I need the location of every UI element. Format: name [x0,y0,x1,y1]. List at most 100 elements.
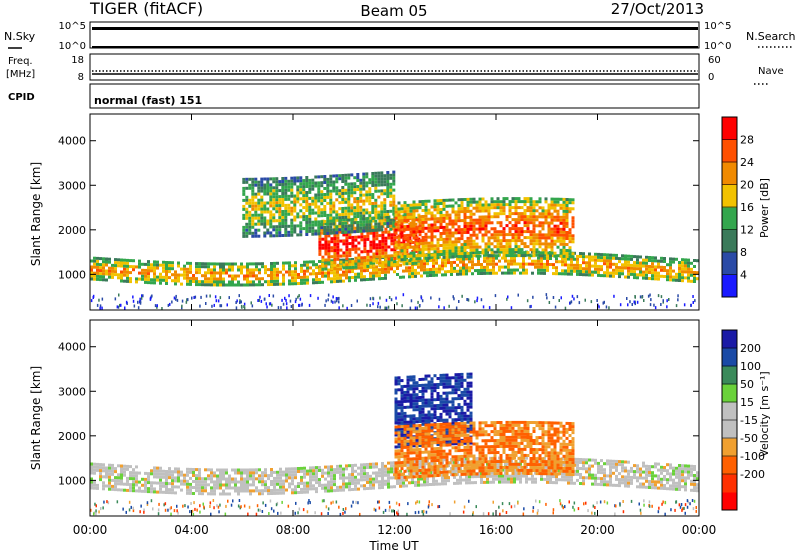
heatmap-cell [475,227,479,231]
heatmap-cell [526,236,530,240]
heatmap-cell [457,249,461,253]
heatmap-cell [618,460,621,464]
heatmap-cell [571,216,575,220]
heatmap-cell [309,472,312,476]
heatmap-cell [546,477,549,481]
noise-cell [268,302,271,306]
heatmap-cell [672,275,675,279]
heatmap-cell [423,262,426,266]
heatmap-cell [323,178,327,181]
heatmap-cell [350,212,354,216]
heatmap-cell [278,201,282,205]
heatmap-cell [126,464,129,468]
heatmap-cell [320,181,324,185]
heatmap-cell [466,200,470,204]
heatmap-cell [520,254,524,258]
heatmap-cell [294,491,297,495]
heatmap-cell [675,466,678,470]
heatmap-cell [315,481,318,485]
heatmap-cell [333,267,337,270]
heatmap-cell [392,209,396,213]
heatmap-cell [660,471,663,475]
heatmap-cell [444,482,447,486]
heatmap-cell [293,197,297,201]
heatmap-cell [684,488,687,492]
heatmap-cell [153,269,156,273]
heatmap-cell [287,179,291,183]
heatmap-cell [165,279,168,282]
heatmap-cell [448,228,452,232]
heatmap-cell [156,472,159,476]
heatmap-cell [273,470,276,474]
heatmap-cell [189,491,192,495]
heatmap-cell [639,473,642,477]
heatmap-cell [306,269,309,273]
heatmap-cell [651,477,654,481]
heatmap-cell [114,258,117,262]
heatmap-cell [526,218,530,222]
heatmap-cell [669,475,672,479]
heatmap-cell [553,218,557,222]
heatmap-cell [687,261,690,265]
heatmap-cell [477,475,480,478]
heatmap-cell [272,189,276,193]
heatmap-cell [287,230,291,234]
heatmap-cell [297,467,300,470]
heatmap-cell [254,177,258,181]
heatmap-cell [156,260,159,264]
heatmap-cell [147,478,150,482]
heatmap-cell [321,486,324,490]
heatmap-cell [543,477,546,481]
heatmap-cell [329,174,333,178]
heatmap-cell [463,219,467,222]
noise-cell [602,301,604,305]
heatmap-cell [269,189,273,193]
noise-cell [649,293,651,297]
heatmap-cell [380,180,384,184]
heatmap-cell [439,232,443,235]
heatmap-cell [344,176,348,180]
heatmap-cell [466,239,470,243]
heatmap-cell [424,226,428,230]
heatmap-cell [231,274,234,278]
heatmap-cell [198,262,201,266]
noise-cell [324,303,326,307]
heatmap-cell [338,195,342,199]
heatmap-cell [153,275,156,279]
heatmap-cell [267,477,270,481]
heatmap-cell [234,489,237,493]
heatmap-cell [371,181,375,184]
heatmap-cell [454,246,458,250]
heatmap-cell [260,180,264,184]
heatmap-cell [278,198,282,202]
heatmap-cell [320,202,324,206]
heatmap-cell [375,274,378,278]
heatmap-cell [153,472,156,476]
heatmap-cell [369,480,372,484]
heatmap-cell [353,182,357,186]
heatmap-cell [442,204,446,208]
heatmap-cell [357,247,361,251]
heatmap-cell [366,234,370,238]
heatmap-cell [204,468,207,472]
heatmap-cell [451,219,455,223]
heatmap-cell [567,478,570,482]
noise-cell [116,305,119,309]
heatmap-cell [242,177,246,181]
heatmap-cell [609,259,612,263]
heatmap-cell [380,171,384,175]
heatmap-cell [547,209,551,213]
heatmap-cell [111,266,114,270]
heatmap-cell [330,267,334,271]
heatmap-cell [345,276,348,280]
beam-label: Beam 05 [360,2,427,20]
heatmap-cell [288,482,291,486]
heatmap-cell [579,467,582,470]
heatmap-cell [248,216,252,220]
heatmap-cell [444,273,447,277]
heatmap-cell [288,261,291,265]
heatmap-cell [195,271,198,275]
heatmap-cell [567,266,570,270]
heatmap-cell [363,259,367,263]
heatmap-cell [257,192,261,196]
